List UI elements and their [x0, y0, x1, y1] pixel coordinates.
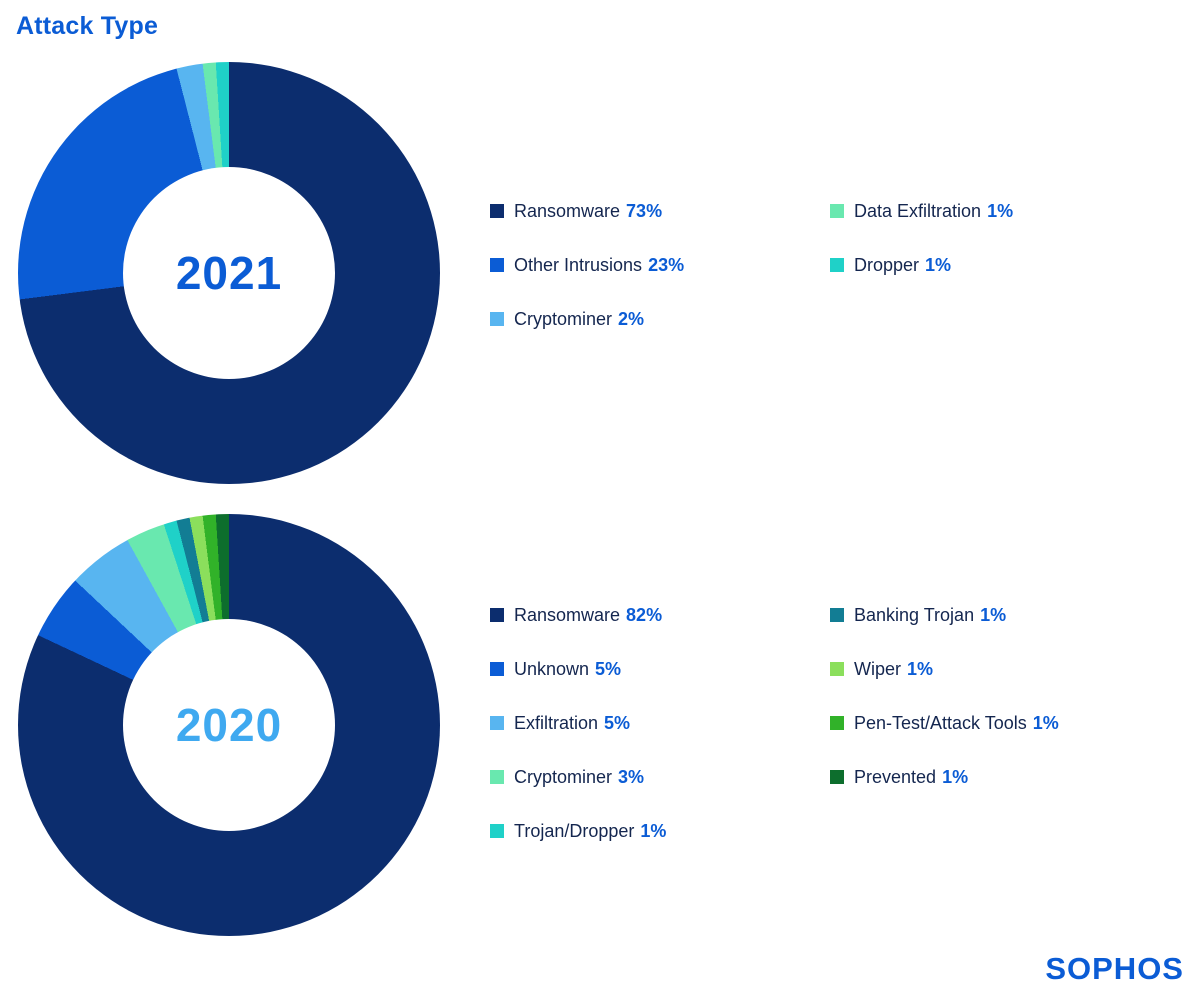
legend-2021: Ransomware 73% Other Intrusions 23% Crypto… [490, 199, 1170, 331]
legend-swatch [490, 770, 504, 784]
legend-label: Prevented [854, 766, 937, 787]
sophos-logo: SOPHOS [1045, 951, 1184, 986]
legend-swatch [490, 662, 504, 676]
legend-value: 1% [942, 766, 969, 787]
legend-label: Unknown [514, 658, 590, 679]
legend-item: Data Exfiltration 1% [830, 199, 1170, 223]
legend-value: 1% [640, 820, 667, 841]
legend-label: Other Intrusions [514, 254, 643, 275]
legend-label: Dropper [854, 254, 920, 275]
legend-label: Banking Trojan [854, 604, 975, 625]
legend-value: 5% [595, 658, 622, 679]
donut-chart-2021: 2021 [18, 62, 440, 484]
legend-swatch [490, 716, 504, 730]
legend-item: Wiper 1% [830, 657, 1170, 681]
legend-2020-column-2: Banking Trojan 1% Wiper 1% Pen-Test/Attack… [830, 603, 1170, 843]
legend-swatch [490, 608, 504, 622]
legend-swatch [830, 770, 844, 784]
legend-swatch [830, 258, 844, 272]
legend-value: 23% [648, 254, 685, 275]
legend-2020-column-1: Ransomware 82% Unknown 5% Exfiltration 5% C… [490, 603, 830, 843]
legend-value: 2% [618, 308, 645, 329]
legend-item: Ransomware 73% [490, 199, 830, 223]
legend-item: Ransomware 82% [490, 603, 830, 627]
legend-swatch [830, 204, 844, 218]
legend-value: 82% [626, 604, 663, 625]
legend-value: 5% [604, 712, 631, 733]
legend-item: Other Intrusions 23% [490, 253, 830, 277]
legend-item: Pen-Test/Attack Tools 1% [830, 711, 1170, 735]
legend-label: Data Exfiltration [854, 200, 982, 221]
legend-value: 3% [618, 766, 645, 787]
legend-item: Unknown 5% [490, 657, 830, 681]
donut-center-year-2021: 2021 [175, 247, 283, 299]
donut-hole-2021: 2021 [123, 167, 335, 379]
legend-item: Cryptominer 2% [490, 307, 830, 331]
page-title: Attack Type [16, 12, 159, 40]
legend-2020: Ransomware 82% Unknown 5% Exfiltration 5% C… [490, 603, 1170, 843]
legend-2021-column-2: Data Exfiltration 1% Dropper 1% [830, 199, 1170, 331]
legend-value: 1% [925, 254, 952, 275]
legend-swatch [490, 824, 504, 838]
legend-value: 1% [907, 658, 934, 679]
legend-label: Wiper [854, 658, 902, 679]
legend-item: Dropper 1% [830, 253, 1170, 277]
legend-label: Trojan/Dropper [514, 820, 635, 841]
legend-value: 1% [980, 604, 1007, 625]
legend-label: Cryptominer [514, 308, 613, 329]
legend-swatch [830, 662, 844, 676]
legend-2021-column-1: Ransomware 73% Other Intrusions 23% Crypto… [490, 199, 830, 331]
legend-swatch [830, 608, 844, 622]
legend-item: Exfiltration 5% [490, 711, 830, 735]
legend-item: Trojan/Dropper 1% [490, 819, 830, 843]
legend-value: 1% [987, 200, 1014, 221]
legend-label: Exfiltration [514, 712, 599, 733]
donut-chart-2020: 2020 [18, 514, 440, 936]
legend-item: Prevented 1% [830, 765, 1170, 789]
legend-label: Pen-Test/Attack Tools [854, 712, 1027, 733]
legend-value: 1% [1032, 712, 1059, 733]
legend-item: Banking Trojan 1% [830, 603, 1170, 627]
legend-swatch [830, 716, 844, 730]
donut-center-year-2020: 2020 [175, 699, 283, 751]
legend-swatch [490, 312, 504, 326]
donut-hole-2020: 2020 [123, 619, 335, 831]
legend-swatch [490, 204, 504, 218]
legend-label: Cryptominer [514, 766, 613, 787]
legend-value: 73% [626, 200, 663, 221]
legend-label: Ransomware [514, 200, 621, 221]
legend-item: Cryptominer 3% [490, 765, 830, 789]
legend-swatch [490, 258, 504, 272]
legend-label: Ransomware [514, 604, 621, 625]
